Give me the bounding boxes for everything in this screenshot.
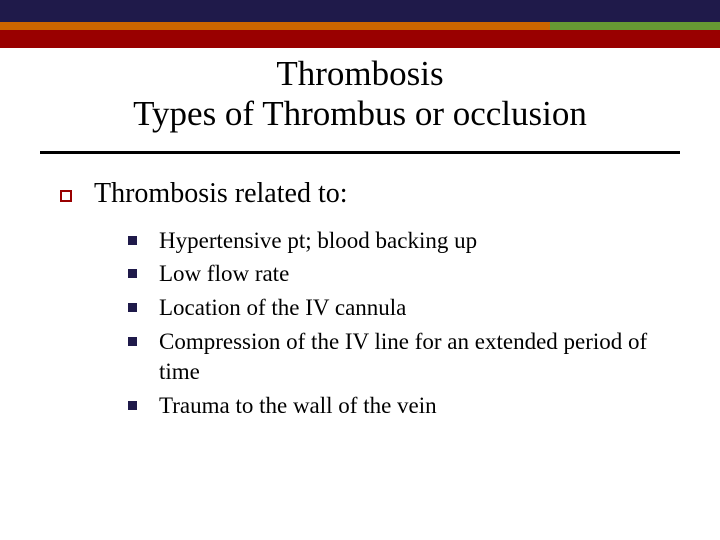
bar-thin-row <box>0 22 720 30</box>
bar-dark <box>0 0 720 22</box>
title-line-2: Types of Thrombus or occlusion <box>40 94 680 134</box>
level2-text: Hypertensive pt; blood backing up <box>159 226 477 256</box>
level2-text: Trauma to the wall of the vein <box>159 391 437 421</box>
bar-orange <box>0 22 550 30</box>
bar-green <box>550 22 720 30</box>
bullet-solid-icon <box>128 236 137 245</box>
title-block: Thrombosis Types of Thrombus or occlusio… <box>0 48 720 145</box>
list-item: Compression of the IV line for an extend… <box>128 327 680 387</box>
level1-text: Thrombosis related to: <box>94 178 348 210</box>
list-item: Trauma to the wall of the vein <box>128 391 680 421</box>
level1-item: Thrombosis related to: <box>60 178 680 210</box>
bullet-open-icon <box>60 190 72 202</box>
bullet-solid-icon <box>128 337 137 346</box>
header-bars <box>0 0 720 48</box>
content: Thrombosis related to: Hypertensive pt; … <box>0 154 720 421</box>
level2-text: Location of the IV cannula <box>159 293 406 323</box>
bar-maroon <box>0 30 720 48</box>
bullet-solid-icon <box>128 401 137 410</box>
title-line-1: Thrombosis <box>40 54 680 94</box>
list-item: Location of the IV cannula <box>128 293 680 323</box>
list-item: Low flow rate <box>128 259 680 289</box>
level2-text: Compression of the IV line for an extend… <box>159 327 680 387</box>
level2-list: Hypertensive pt; blood backing up Low fl… <box>60 226 680 421</box>
level2-text: Low flow rate <box>159 259 289 289</box>
bullet-solid-icon <box>128 303 137 312</box>
list-item: Hypertensive pt; blood backing up <box>128 226 680 256</box>
bullet-solid-icon <box>128 269 137 278</box>
